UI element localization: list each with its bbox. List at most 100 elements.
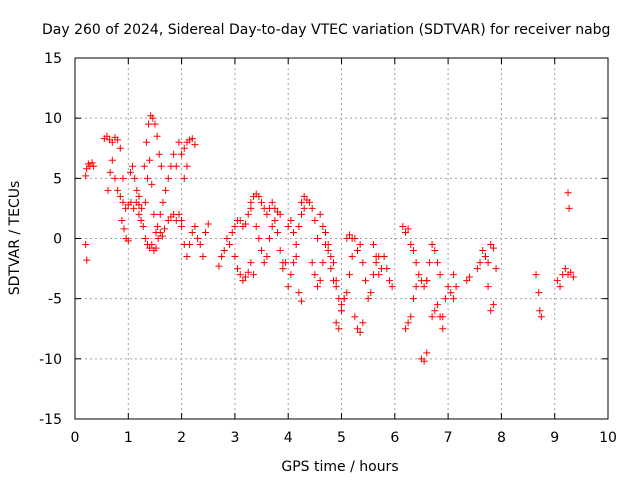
data-point [372, 253, 380, 261]
data-point [263, 210, 271, 218]
data-point [252, 222, 260, 230]
data-point [114, 186, 122, 194]
data-point [537, 313, 545, 321]
data-point [565, 204, 573, 212]
series-seg-ai [481, 241, 500, 273]
data-point [327, 265, 335, 273]
data-point [481, 253, 489, 261]
series-seg-g [140, 112, 165, 170]
data-point [444, 283, 452, 291]
data-point [149, 114, 157, 122]
data-point [150, 210, 158, 218]
data-point [407, 241, 415, 249]
data-point [126, 168, 134, 176]
series-seg-t [308, 241, 340, 291]
data-point [335, 325, 343, 333]
x-tick-label: 9 [550, 430, 559, 446]
series-seg-ag [463, 273, 473, 285]
data-point [292, 241, 300, 249]
data-point [436, 313, 444, 321]
data-point [345, 231, 353, 239]
data-point [276, 247, 284, 255]
data-point [298, 210, 306, 218]
data-point [239, 277, 247, 285]
data-point [83, 256, 91, 264]
data-point [489, 301, 497, 309]
data-point [447, 289, 455, 297]
data-point [114, 136, 122, 144]
data-point [367, 289, 375, 297]
data-point [423, 277, 431, 285]
data-point [250, 271, 258, 279]
data-point [172, 216, 180, 224]
data-point [425, 259, 433, 267]
data-point [327, 253, 335, 261]
data-point [82, 172, 90, 180]
data-point [268, 222, 276, 230]
data-point [484, 259, 492, 267]
series-seg-w [338, 231, 367, 336]
data-point [223, 235, 231, 242]
data-point [183, 253, 191, 261]
data-point [292, 253, 300, 261]
data-point [479, 247, 487, 255]
data-point [266, 235, 274, 242]
x-tick-label: 2 [177, 430, 186, 446]
y-tick-label: 5 [53, 171, 62, 187]
series-seg-j [164, 138, 191, 224]
data-point [431, 307, 439, 315]
series-seg-al [564, 189, 573, 212]
data-point [242, 273, 250, 281]
x-tick-labels: 0 1 2 3 4 5 6 7 8 9 10 [71, 430, 617, 446]
data-point [161, 225, 169, 233]
data-point [90, 162, 98, 170]
series-seg-c [100, 132, 127, 182]
data-point [120, 225, 128, 233]
data-point [108, 156, 116, 164]
data-point [202, 228, 210, 236]
series-seg-ae [428, 283, 457, 333]
data-point [218, 253, 226, 261]
series-seg-e [118, 162, 146, 245]
x-tick-label: 6 [390, 430, 399, 446]
data-point [465, 273, 473, 281]
x-tick-label: 7 [444, 430, 453, 446]
data-point [146, 156, 154, 164]
data-point [231, 222, 239, 230]
chart-title: Day 260 of 2024, Sidereal Day-to-day VTE… [42, 22, 610, 38]
x-tick-label: 1 [124, 430, 133, 446]
series-seg-o [247, 190, 284, 218]
series-seg-ad [423, 241, 447, 321]
data-point [361, 277, 369, 285]
data-point [158, 232, 166, 240]
data-point [463, 277, 471, 285]
data-point [332, 277, 340, 285]
data-point [306, 198, 314, 206]
y-tick-label: -5 [48, 292, 62, 308]
data-point [135, 201, 143, 209]
data-point [449, 271, 457, 279]
data-point [268, 198, 276, 206]
data-point [175, 138, 183, 146]
data-point [282, 259, 290, 267]
y-tick-label: -10 [39, 352, 62, 368]
data-point [258, 198, 266, 206]
data-point [359, 259, 367, 267]
series-seg-r [284, 253, 306, 305]
series-seg-q [279, 204, 308, 273]
data-point [343, 289, 351, 297]
data-point [226, 241, 234, 249]
data-point [290, 228, 298, 236]
data-point [255, 192, 263, 200]
data-point [300, 192, 308, 200]
series-seg-v [332, 235, 359, 333]
data-point [104, 186, 112, 194]
data-point [111, 174, 119, 182]
x-tick-label: 8 [497, 430, 506, 446]
data-point [364, 295, 372, 303]
data-point [567, 268, 575, 276]
data-point [228, 228, 236, 236]
data-point [383, 265, 391, 273]
data-point [316, 277, 324, 285]
